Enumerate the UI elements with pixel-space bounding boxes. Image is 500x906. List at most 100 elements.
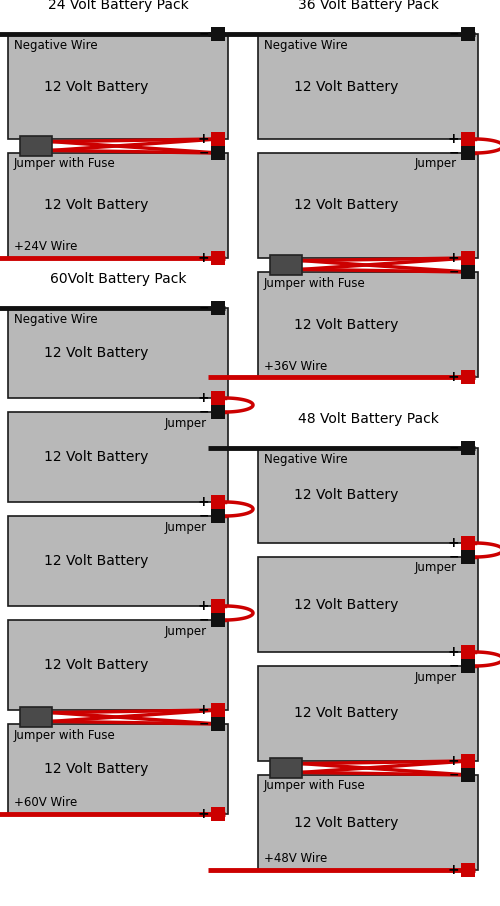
Bar <box>270 255 302 275</box>
Text: 12 Volt Battery: 12 Volt Battery <box>294 198 398 213</box>
Bar <box>258 153 478 258</box>
Bar <box>8 620 228 710</box>
Bar <box>211 391 225 405</box>
Bar <box>258 557 478 652</box>
Text: −: − <box>198 509 209 523</box>
Text: Negative Wire: Negative Wire <box>264 452 347 466</box>
Bar <box>461 536 475 550</box>
Text: −: − <box>198 718 209 730</box>
Bar <box>270 758 302 778</box>
Text: +: + <box>198 703 209 717</box>
Bar <box>258 448 478 543</box>
Bar <box>258 666 478 761</box>
Text: +48V Wire: +48V Wire <box>264 853 327 865</box>
Bar <box>461 265 475 279</box>
Text: 12 Volt Battery: 12 Volt Battery <box>294 815 398 830</box>
Bar <box>8 724 228 814</box>
Text: 12 Volt Battery: 12 Volt Battery <box>44 658 148 672</box>
Bar <box>211 703 225 717</box>
Bar <box>211 599 225 613</box>
Bar <box>258 775 478 870</box>
Text: −: − <box>198 302 209 314</box>
Bar <box>461 754 475 768</box>
Bar <box>8 153 228 258</box>
Text: 24 Volt Battery Pack: 24 Volt Battery Pack <box>48 0 188 12</box>
Bar <box>258 272 478 377</box>
Bar <box>8 308 228 398</box>
Text: −: − <box>448 265 459 278</box>
Text: +: + <box>448 863 459 877</box>
Text: 12 Volt Battery: 12 Volt Battery <box>44 554 148 568</box>
Text: 12 Volt Battery: 12 Volt Battery <box>44 198 148 213</box>
Bar <box>258 34 478 139</box>
Text: 12 Volt Battery: 12 Volt Battery <box>294 597 398 612</box>
Bar <box>8 34 228 139</box>
Text: +60V Wire: +60V Wire <box>14 796 77 809</box>
Text: Negative Wire: Negative Wire <box>264 38 347 52</box>
Text: Jumper with Fuse: Jumper with Fuse <box>264 276 366 290</box>
Text: +: + <box>198 132 209 146</box>
Text: −: − <box>448 768 459 782</box>
Text: +: + <box>448 370 459 384</box>
Bar <box>211 717 225 731</box>
Text: +: + <box>198 251 209 265</box>
Text: −: − <box>448 660 459 672</box>
Text: +36V Wire: +36V Wire <box>264 360 327 372</box>
Text: Jumper: Jumper <box>165 521 207 534</box>
Text: 12 Volt Battery: 12 Volt Battery <box>294 80 398 93</box>
Text: +: + <box>198 495 209 509</box>
Text: +: + <box>448 754 459 768</box>
Bar <box>211 27 225 41</box>
Text: Jumper with Fuse: Jumper with Fuse <box>264 779 366 793</box>
Bar <box>211 251 225 265</box>
Bar <box>211 509 225 523</box>
Text: +24V Wire: +24V Wire <box>14 240 78 254</box>
Bar <box>461 370 475 384</box>
Text: 12 Volt Battery: 12 Volt Battery <box>294 707 398 720</box>
Text: −: − <box>448 441 459 455</box>
Text: 12 Volt Battery: 12 Volt Battery <box>44 450 148 464</box>
Text: 12 Volt Battery: 12 Volt Battery <box>44 346 148 360</box>
Text: −: − <box>198 613 209 627</box>
Text: +: + <box>198 599 209 613</box>
Text: 36 Volt Battery Pack: 36 Volt Battery Pack <box>298 0 438 12</box>
Text: −: − <box>198 147 209 159</box>
Bar <box>461 132 475 146</box>
Bar <box>20 136 52 156</box>
Text: 12 Volt Battery: 12 Volt Battery <box>294 488 398 503</box>
Bar <box>20 707 52 727</box>
Text: +: + <box>448 132 459 146</box>
Text: +: + <box>448 536 459 550</box>
Text: Negative Wire: Negative Wire <box>14 38 98 52</box>
Bar <box>211 405 225 419</box>
Text: +: + <box>198 807 209 821</box>
Bar <box>211 132 225 146</box>
Bar <box>461 645 475 659</box>
Text: −: − <box>198 406 209 419</box>
Text: +: + <box>198 391 209 405</box>
Text: 12 Volt Battery: 12 Volt Battery <box>44 762 148 776</box>
Text: Jumper: Jumper <box>165 624 207 638</box>
Text: Jumper: Jumper <box>415 158 457 170</box>
Bar <box>8 516 228 606</box>
Text: −: − <box>448 551 459 564</box>
Text: Jumper with Fuse: Jumper with Fuse <box>14 158 116 170</box>
Bar <box>211 301 225 315</box>
Text: 12 Volt Battery: 12 Volt Battery <box>44 80 148 93</box>
Text: Jumper with Fuse: Jumper with Fuse <box>14 728 116 741</box>
Bar <box>461 659 475 673</box>
Bar <box>461 251 475 265</box>
Text: Jumper: Jumper <box>415 562 457 574</box>
Text: 48 Volt Battery Pack: 48 Volt Battery Pack <box>298 412 438 426</box>
Bar <box>461 441 475 455</box>
Text: −: − <box>448 147 459 159</box>
Bar <box>211 146 225 160</box>
Text: +: + <box>448 645 459 659</box>
Bar <box>461 27 475 41</box>
Bar <box>461 550 475 564</box>
Bar <box>211 807 225 821</box>
Bar <box>211 495 225 509</box>
Text: 60Volt Battery Pack: 60Volt Battery Pack <box>50 272 186 286</box>
Text: Jumper: Jumper <box>165 417 207 429</box>
Text: −: − <box>198 27 209 41</box>
